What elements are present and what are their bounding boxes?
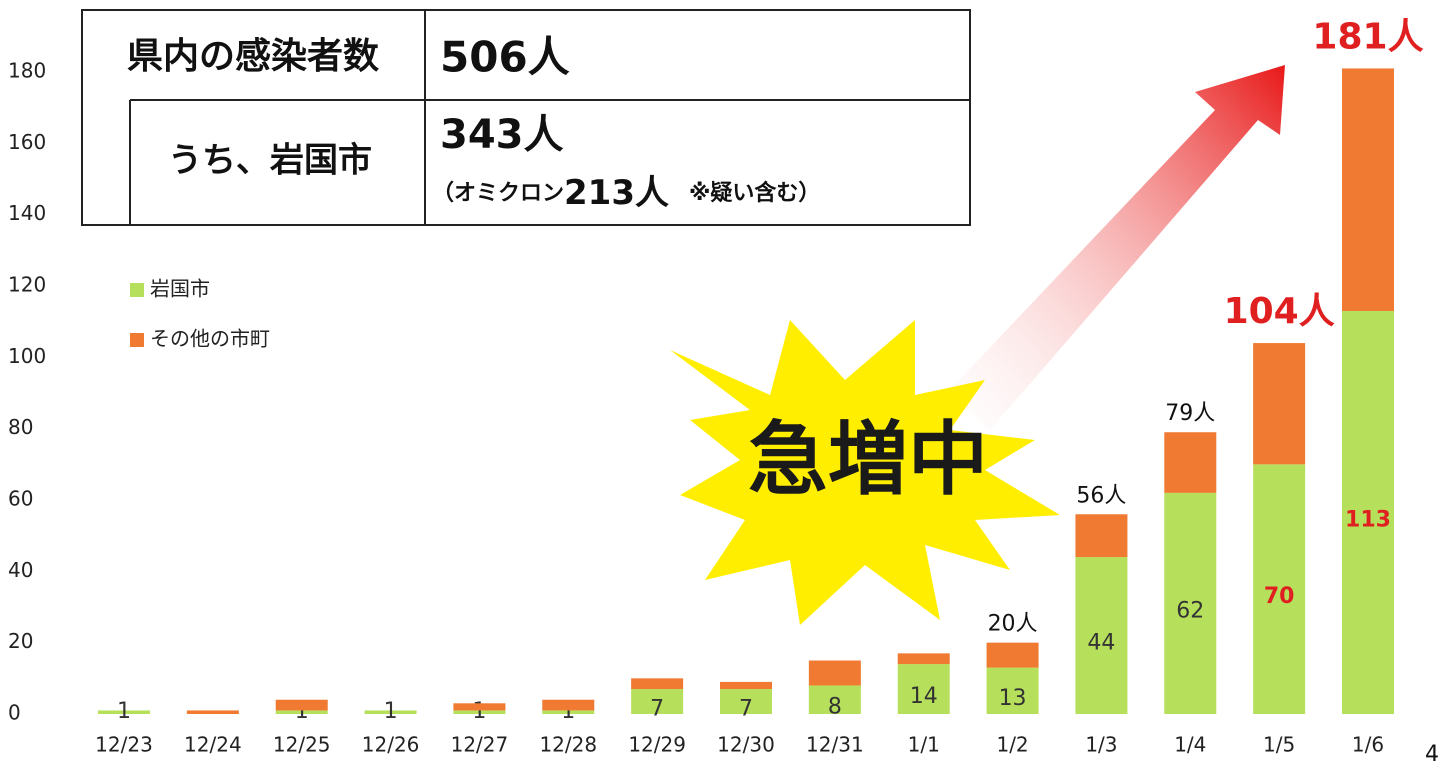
x-tick-label: 1/2: [996, 733, 1028, 757]
bar-segment: [1164, 432, 1216, 493]
bar-segment: [987, 643, 1039, 668]
bar-segment: [809, 661, 861, 686]
y-tick-label: 40: [8, 558, 33, 582]
page-number: 4: [1425, 742, 1439, 766]
x-tick-label: 1/6: [1352, 733, 1384, 757]
total-label: 56人: [1076, 483, 1126, 508]
x-tick-label: 12/27: [451, 733, 509, 757]
x-tick-label: 1/5: [1263, 733, 1295, 757]
x-tick-label: 12/30: [717, 733, 775, 757]
value-label: 7: [650, 697, 664, 722]
value-label: 1: [384, 699, 398, 724]
x-tick-label: 12/25: [273, 733, 331, 757]
x-tick-label: 12/26: [362, 733, 420, 757]
x-tick-label: 1/4: [1174, 733, 1206, 757]
value-label: 14: [910, 684, 938, 709]
legend-label: その他の市町: [150, 327, 270, 351]
note-c: ※疑い含む）: [689, 180, 820, 206]
bar-segment: [276, 700, 328, 711]
x-tick-label: 1/1: [908, 733, 940, 757]
row1-label: 県内の感染者数: [127, 36, 379, 77]
total-label: 104人: [1224, 291, 1335, 332]
value-label: 13: [999, 686, 1027, 711]
x-tick-label: 12/28: [539, 733, 597, 757]
y-tick-label: 20: [8, 629, 33, 653]
value-label: 1: [117, 699, 131, 724]
legend-swatch: [130, 333, 144, 347]
y-tick-label: 0: [8, 701, 21, 725]
x-tick-label: 12/24: [184, 733, 242, 757]
note-b: 213人: [564, 173, 669, 213]
chart: 急増中 県内の感染者数 506人 うち、岩国市 343人 （オミクロン213人 ※…: [0, 0, 1452, 766]
x-tick-label: 12/29: [628, 733, 686, 757]
legend-swatch: [130, 283, 144, 297]
total-label: 181人: [1312, 16, 1423, 57]
row2-label: うち、岩国市: [168, 141, 372, 181]
bar-segment: [720, 682, 772, 689]
value-label: 70: [1264, 584, 1295, 609]
value-label: 62: [1176, 598, 1204, 623]
total-label: 79人: [1165, 401, 1215, 426]
value-label: 1: [472, 699, 486, 724]
x-tick-label: 12/23: [95, 733, 153, 757]
legend-label: 岩国市: [150, 277, 210, 301]
value-label: 113: [1345, 507, 1391, 532]
bar-segment: [187, 710, 239, 714]
bar-segment: [631, 678, 683, 689]
bar-segment: [898, 653, 950, 664]
y-tick-label: 80: [8, 415, 33, 439]
x-tick-label: 1/3: [1085, 733, 1117, 757]
value-label: 44: [1087, 631, 1115, 656]
bar-segment: [1342, 68, 1394, 311]
row2-value: 343人: [440, 112, 564, 158]
y-tick-label: 160: [8, 130, 46, 154]
callout: 急増中: [748, 413, 988, 506]
value-label: 7: [739, 697, 753, 722]
y-tick-label: 180: [8, 59, 46, 83]
y-tick-label: 60: [8, 487, 33, 511]
note-a: （オミクロン: [432, 181, 564, 206]
value-label: 8: [828, 695, 842, 720]
row1-value: 506人: [440, 33, 570, 82]
bar-segment: [453, 703, 505, 710]
row2-note: （オミクロン213人 ※疑い含む）: [432, 173, 820, 213]
bar-segment: [542, 700, 594, 711]
y-tick-label: 100: [8, 344, 46, 368]
total-label: 20人: [988, 612, 1038, 637]
y-tick-label: 120: [8, 273, 46, 297]
bar-segment: [1075, 514, 1127, 557]
arrow: [945, 65, 1285, 430]
bar-segment: [1253, 343, 1305, 464]
x-tick-label: 12/31: [806, 733, 864, 757]
y-tick-label: 140: [8, 201, 46, 225]
